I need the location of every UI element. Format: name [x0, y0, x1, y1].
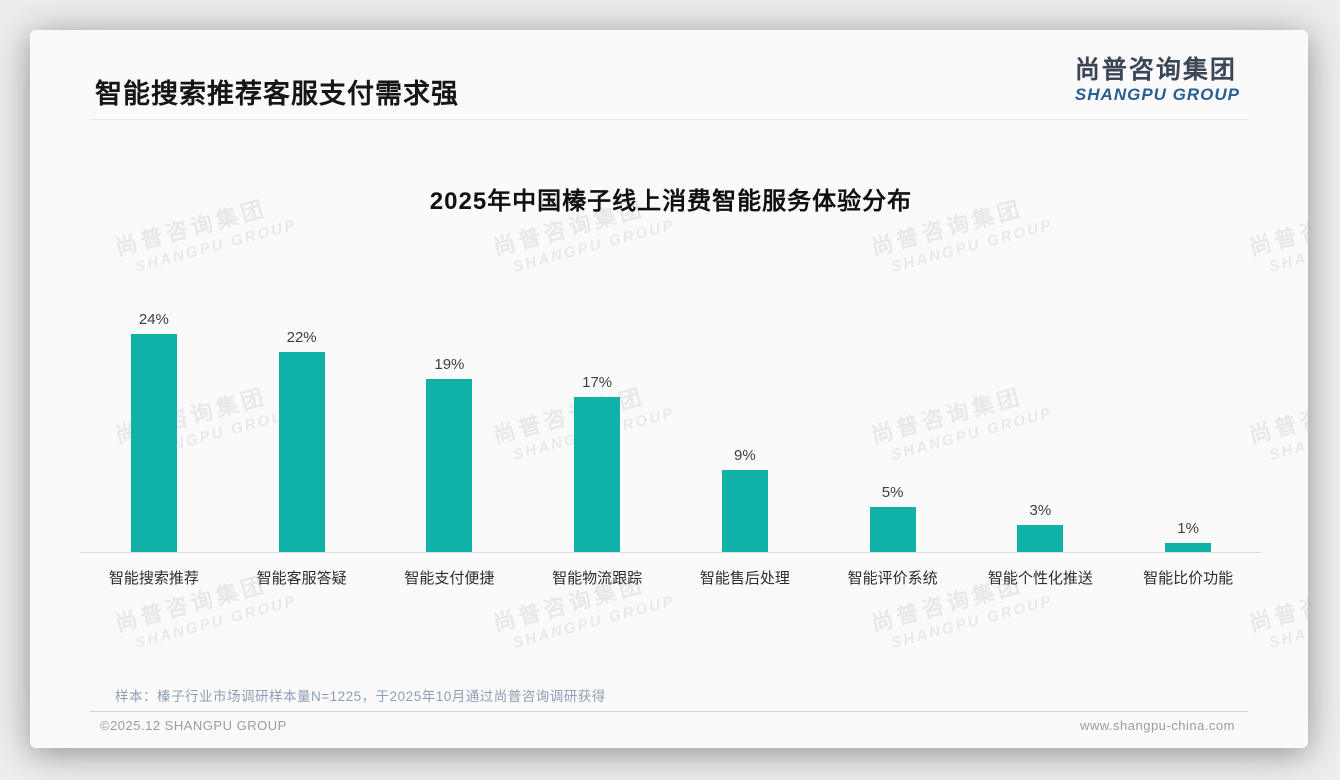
watermark-text-en: SHANGPU GROUP — [889, 216, 1055, 276]
chart-bar-slot: 1% — [1114, 300, 1262, 552]
website-text: www.shangpu-china.com — [1079, 718, 1235, 733]
x-axis-category-label: 智能客服答疑 — [256, 570, 347, 587]
chart-bar-slot: 9% — [671, 300, 819, 552]
footer-divider — [90, 711, 1248, 712]
x-axis-category-label: 智能个性化推送 — [987, 570, 1093, 587]
copyright-text: ©2025.12 SHANGPU GROUP — [100, 718, 287, 733]
chart-plot-area: 24% 22% 19% 17% 9% 5% 3% 1% — [80, 300, 1262, 553]
x-axis-category-label: 智能搜索推荐 — [108, 570, 199, 587]
logo-text-en: SHANGPU GROUP — [1074, 84, 1240, 104]
watermark-text-en: SHANGPU GROUP — [1267, 592, 1308, 652]
chart-bar — [278, 351, 325, 552]
bar-value-label: 19% — [434, 356, 465, 374]
chart-bar — [1165, 542, 1212, 552]
chart-bar-slot: 17% — [523, 300, 671, 552]
chart-bar-slot: 5% — [819, 300, 967, 552]
watermark-text-en: SHANGPU GROUP — [133, 592, 299, 652]
logo-text-cn: 尚普咨询集团 — [1074, 56, 1237, 84]
page-title: 智能搜索推荐客服支付需求强 — [95, 79, 459, 109]
bar-value-label: 5% — [881, 483, 904, 501]
company-logo: 尚普咨询集团 SHANGPU GROUP — [1074, 56, 1240, 104]
x-axis-category-label: 智能评价系统 — [847, 570, 938, 587]
chart-bar — [1017, 524, 1064, 552]
watermark-text-en: SHANGPU GROUP — [1267, 216, 1308, 276]
bar-value-label: 22% — [286, 328, 317, 346]
bar-value-label: 1% — [1177, 519, 1199, 537]
watermark-text-en: SHANGPU GROUP — [889, 592, 1055, 652]
chart-bar — [130, 333, 177, 552]
watermark-text-en: SHANGPU GROUP — [133, 216, 299, 276]
chart-bar — [869, 506, 916, 552]
bar-value-label: 9% — [734, 447, 756, 465]
chart-bar — [426, 379, 473, 552]
x-axis-category-label: 智能比价功能 — [1143, 570, 1234, 587]
slide-card: 尚普咨询集团 SHANGPU GROUP 尚普咨询集团 SHANGPU GROUP 尚普… — [30, 30, 1308, 748]
x-axis-category-label: 智能物流跟踪 — [552, 570, 643, 587]
chart-bar — [721, 470, 768, 552]
slide-footer: ©2025.12 SHANGPU GROUP www.shangpu-china… — [100, 718, 1235, 733]
sample-note: 样本：榛子行业市场调研样本量N=1225，于2025年10月通过尚普咨询调研获得 — [115, 689, 606, 704]
title-divider — [90, 119, 1248, 120]
x-axis-line — [80, 552, 1262, 553]
chart-bar-slot: 24% — [80, 300, 228, 552]
chart-bar-slot: 3% — [967, 300, 1115, 552]
bar-value-label: 17% — [582, 374, 613, 392]
chart-bar — [574, 397, 621, 552]
watermark-text-en: SHANGPU GROUP — [511, 592, 677, 652]
x-axis-category-label: 智能售后处理 — [699, 570, 790, 587]
chart-bar-slot: 22% — [228, 300, 376, 552]
watermark-text-en: SHANGPU GROUP — [511, 216, 677, 276]
bar-chart: 24% 22% 19% 17% 9% 5% 3% 1% 智能搜索推荐 智能客服答疑 智能支付便捷智… — [80, 300, 1262, 587]
x-axis-labels: 智能搜索推荐 智能客服答疑 智能支付便捷 智能物流跟踪 智能售后处理 智能评价系统 智能个性… — [80, 552, 1262, 587]
bar-value-label: 3% — [1029, 501, 1052, 519]
chart-title: 2025年中国榛子线上消费智能服务体验分布 — [429, 188, 913, 215]
chart-bar-slot: 19% — [376, 300, 524, 552]
bar-value-label: 24% — [138, 310, 169, 328]
x-axis-category-label: 智能支付便捷 — [404, 570, 495, 587]
